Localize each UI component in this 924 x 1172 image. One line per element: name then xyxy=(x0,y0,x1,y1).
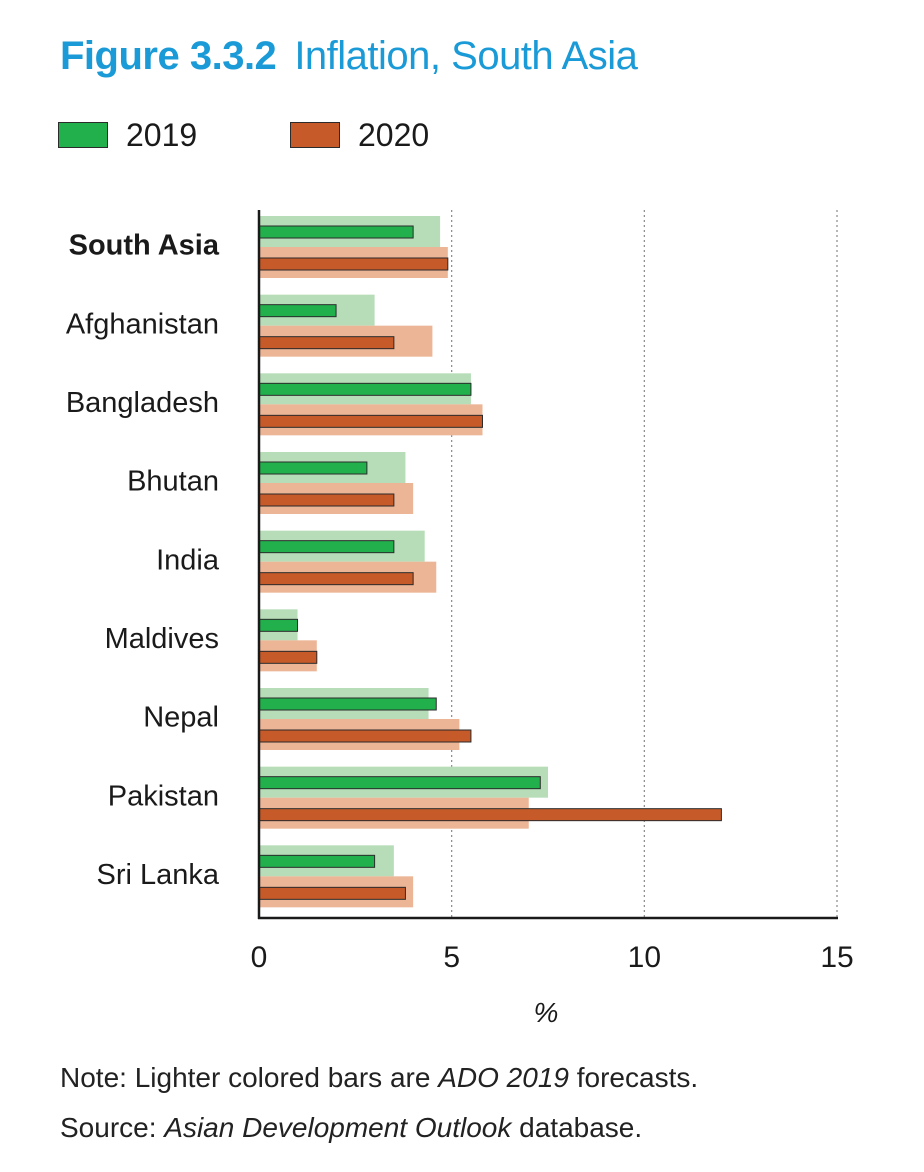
note-text: Note: Lighter colored bars are ADO 2019 … xyxy=(60,1062,698,1094)
source-prefix: Source: xyxy=(60,1112,165,1143)
bar-2020-maldives xyxy=(258,650,318,664)
category-label-maldives: Maldives xyxy=(105,623,219,655)
x-tick-label-5: 5 xyxy=(443,941,460,974)
bar-2020-bhutan xyxy=(258,493,395,507)
category-label-bangladesh: Bangladesh xyxy=(66,387,219,419)
bar-2019-bangladesh xyxy=(258,382,472,396)
category-label-pakistan: Pakistan xyxy=(108,780,219,812)
source-text: Source: Asian Development Outlook databa… xyxy=(60,1112,642,1144)
bar-2019-afghanistan xyxy=(258,304,337,318)
category-label-afghanistan: Afghanistan xyxy=(66,308,219,340)
legend-item-2019: 2019 xyxy=(58,118,197,152)
bar-2020-afghanistan xyxy=(258,336,395,350)
figure-name: Inflation, South Asia xyxy=(294,34,638,78)
legend-label-2020: 2020 xyxy=(358,117,430,153)
category-label-bhutan: Bhutan xyxy=(127,466,219,498)
bar-2020-south-asia xyxy=(258,257,449,271)
bar-2020-bangladesh xyxy=(258,414,483,428)
category-label-south-asia: South Asia xyxy=(69,230,220,262)
category-label-nepal: Nepal xyxy=(143,702,219,734)
bar-2020-pakistan xyxy=(258,808,722,822)
bar-2019-pakistan xyxy=(258,776,541,790)
note-suffix: forecasts. xyxy=(568,1062,699,1093)
note-italic: ADO 2019 xyxy=(438,1062,569,1093)
figure-title: Figure 3.3.2 Inflation, South Asia xyxy=(60,34,638,79)
source-italic: Asian Development Outlook xyxy=(164,1112,512,1143)
bar-2020-india xyxy=(258,572,414,586)
x-axis-label: % xyxy=(534,997,559,1028)
note-prefix: Note: Lighter colored bars are xyxy=(60,1062,439,1093)
legend-item-2020: 2020 xyxy=(290,118,429,152)
legend-swatch-2019 xyxy=(58,122,108,148)
legend-label-2019: 2019 xyxy=(126,117,198,153)
category-label-sri-lanka: Sri Lanka xyxy=(96,859,219,891)
bar-chart: South Asia Afghanistan Bangladesh Bhutan Ind… xyxy=(66,210,854,1028)
bar-2020-nepal xyxy=(258,729,472,743)
bar-2019-bhutan xyxy=(258,461,368,475)
x-tick-label-0: 0 xyxy=(251,941,268,974)
bar-2020-sri-lanka xyxy=(258,886,406,900)
bar-2019-nepal xyxy=(258,697,437,711)
category-label-india: India xyxy=(156,544,220,576)
legend-swatch-2020 xyxy=(290,122,340,148)
figure-number: Figure 3.3.2 xyxy=(60,34,277,78)
bar-2019-maldives xyxy=(258,618,299,632)
bar-2019-sri-lanka xyxy=(258,854,376,868)
bar-2019-india xyxy=(258,540,395,554)
x-tick-label-10: 10 xyxy=(628,941,661,974)
x-tick-label-15: 15 xyxy=(820,941,853,974)
bar-2019-south-asia xyxy=(258,225,414,239)
source-suffix: database. xyxy=(511,1112,643,1143)
